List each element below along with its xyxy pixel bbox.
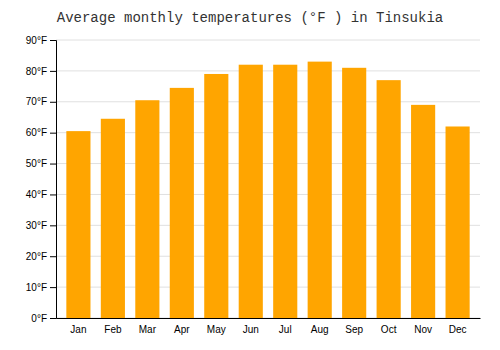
y-tick-label: 0°F	[31, 313, 47, 324]
x-tick: Feb	[104, 324, 122, 335]
x-tick-label: May	[207, 324, 226, 335]
y-tick-label: 50°F	[26, 158, 47, 169]
y-axis: 0°F 10°F 20°F 30°F 40°F 50°F 60°F 70°F 80°F 90°F	[26, 35, 57, 324]
x-tick-label: Jun	[243, 324, 259, 335]
x-tick-label: Feb	[104, 324, 122, 335]
x-tick: Mar	[139, 324, 157, 335]
x-tick: Oct	[381, 324, 397, 335]
plot: 0°F 10°F 20°F 30°F 40°F 50°F 60°F 70°F 80°F 90°F J…	[26, 35, 481, 335]
bar	[239, 65, 263, 318]
y-tick: 60°F	[26, 127, 56, 138]
bar	[204, 74, 228, 318]
y-tick: 50°F	[26, 158, 56, 169]
y-tick: 10°F	[26, 282, 56, 293]
x-tick-label: Nov	[414, 324, 432, 335]
x-tick: Sep	[345, 324, 363, 335]
x-tick: May	[207, 324, 226, 335]
grid-line	[56, 40, 480, 41]
y-tick-label: 10°F	[26, 282, 47, 293]
y-tick-mark	[50, 194, 56, 195]
y-tick-mark	[50, 225, 56, 226]
x-tick: Jul	[279, 324, 292, 335]
bar	[308, 62, 332, 318]
y-tick-mark	[50, 318, 56, 319]
y-tick-mark	[50, 40, 56, 41]
y-tick-label: 70°F	[26, 96, 47, 107]
y-tick-label: 40°F	[26, 189, 47, 200]
x-tick-label: Mar	[139, 324, 157, 335]
y-tick-mark	[50, 102, 56, 103]
bar	[342, 68, 366, 318]
y-tick-label: 80°F	[26, 66, 47, 77]
y-tick-mark	[50, 287, 56, 288]
x-tick-label: Jul	[279, 324, 292, 335]
y-axis-line	[50, 41, 57, 319]
bar	[273, 65, 297, 318]
x-tick: Dec	[449, 324, 467, 335]
y-tick: 90°F	[26, 35, 56, 46]
y-tick-mark	[50, 164, 56, 165]
x-axis: Jan Feb Mar Apr May Jun Jul Aug Sep Oct Nov Dec	[57, 319, 481, 336]
x-tick-label: Jan	[70, 324, 86, 335]
bars	[66, 62, 469, 318]
chart: Average monthly temperatures (°F ) in Ti…	[0, 0, 500, 350]
bar	[66, 131, 90, 318]
x-tick-label: Sep	[345, 324, 363, 335]
x-tick: Aug	[311, 324, 329, 335]
y-tick-label: 90°F	[26, 35, 47, 46]
x-tick: Nov	[414, 324, 432, 335]
x-tick: Apr	[174, 324, 190, 335]
bar	[377, 80, 401, 318]
y-tick: 80°F	[26, 66, 56, 77]
y-tick-mark	[50, 133, 56, 134]
y-tick: 40°F	[26, 189, 56, 200]
bar	[446, 126, 470, 318]
x-tick-label: Apr	[174, 324, 190, 335]
x-axis-line	[57, 318, 481, 319]
x-tick: Jun	[243, 324, 259, 335]
y-tick-mark	[50, 256, 56, 257]
y-tick-label: 30°F	[26, 220, 47, 231]
y-tick-label: 20°F	[26, 251, 47, 262]
y-tick: 0°F	[31, 313, 56, 324]
x-tick-label: Aug	[311, 324, 329, 335]
grid-line	[56, 101, 480, 102]
bar	[170, 88, 194, 318]
y-tick-mark	[50, 71, 56, 72]
grid	[56, 40, 480, 318]
title: Average monthly temperatures (°F ) in Ti…	[57, 10, 443, 26]
x-tick-label: Oct	[381, 324, 397, 335]
bar	[101, 119, 125, 318]
y-tick: 20°F	[26, 251, 56, 262]
bar	[411, 105, 435, 318]
bar	[135, 100, 159, 318]
y-tick: 70°F	[26, 96, 56, 107]
grid-line	[56, 70, 480, 71]
y-tick: 30°F	[26, 220, 56, 231]
x-tick-label: Dec	[449, 324, 467, 335]
y-tick-label: 60°F	[26, 127, 47, 138]
x-tick: Jan	[70, 324, 86, 335]
